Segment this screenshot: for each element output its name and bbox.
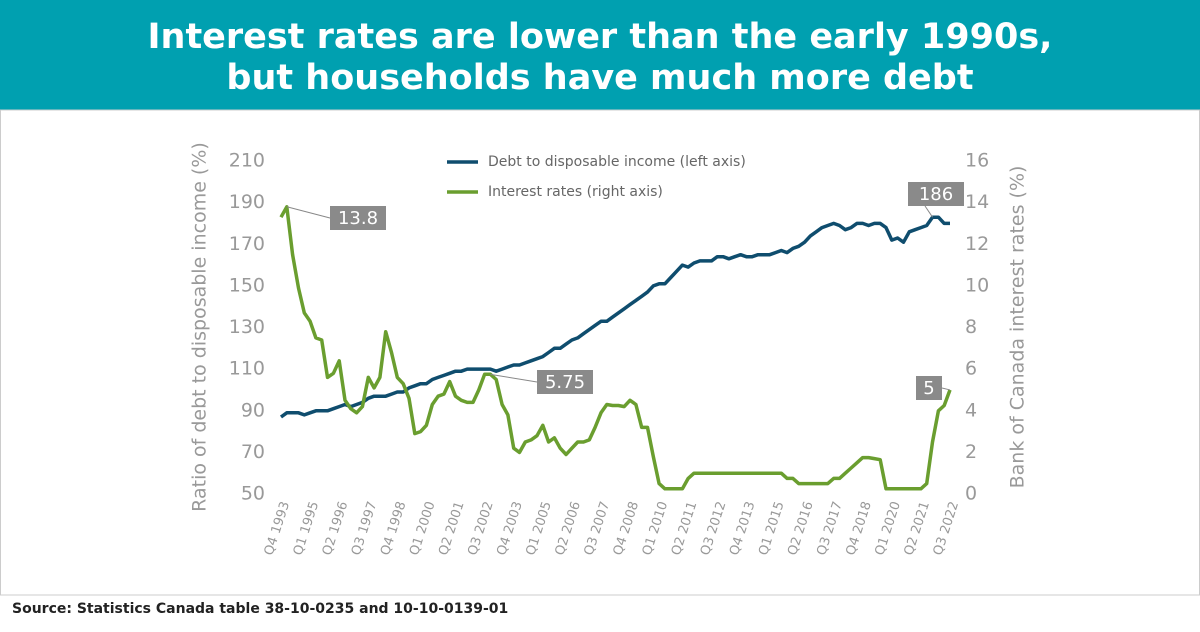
chart-title: but households have much more debt [226, 58, 973, 98]
legend-label: Debt to disposable income (left axis) [488, 154, 746, 170]
x-tick-label: Q1 2015 [756, 500, 787, 558]
y2-tick-label: 16 [965, 150, 989, 172]
x-tick-label: Q2 2011 [669, 500, 700, 558]
y-tick-label: 70 [241, 441, 265, 463]
annotation-connector [941, 387, 951, 391]
y2-tick-label: 14 [965, 191, 989, 213]
annotation-connector [490, 373, 538, 383]
y-tick-label: 190 [229, 191, 265, 213]
x-tick-label: Q1 1995 [291, 500, 322, 558]
y2-tick-label: 2 [965, 441, 977, 463]
y-tick-label: 110 [229, 358, 265, 380]
y-tick-label: 170 [229, 233, 265, 255]
x-tick-label: Q2 2006 [553, 500, 584, 558]
annotation-connector [286, 206, 331, 219]
x-tick-label: Q3 2017 [814, 500, 845, 558]
x-tick-label: Q4 2008 [611, 500, 642, 558]
source: Source: Statistics Canada table 38-10-02… [12, 601, 508, 617]
y2-axis-label: Bank of Canada interest rates (%) [1007, 166, 1029, 489]
x-tick-label: Q2 1996 [320, 500, 351, 558]
y-tick-label: 210 [229, 150, 265, 172]
annotation-text: 13.8 [338, 208, 378, 229]
x-tick-label: Q2 2001 [436, 500, 467, 558]
x-tick-label: Q3 1997 [349, 500, 380, 558]
y2-tick-label: 12 [965, 233, 989, 255]
series-line [279, 215, 950, 419]
x-tick-label: Q1 2020 [872, 500, 903, 558]
series-line [279, 205, 952, 491]
annotation-text: 5.75 [545, 372, 585, 393]
y-tick-label: 50 [241, 483, 265, 505]
annotation-box [537, 370, 593, 394]
x-tick-label: Q2 2021 [902, 500, 933, 558]
x-tick-label: Q3 2002 [465, 500, 496, 558]
x-tick-label: Q4 2018 [843, 500, 874, 558]
x-tick-label: Q4 1993 [262, 500, 293, 558]
annotation-connector [924, 205, 933, 218]
x-tick-label: Q2 2016 [785, 500, 816, 558]
annotation-box [908, 182, 964, 206]
x-tick-label: Q1 2005 [523, 500, 554, 558]
annotation-text: 5 [923, 378, 934, 399]
annotation-box [330, 206, 386, 230]
y-axis-label: Ratio of debt to disposable income (%) [189, 142, 211, 512]
x-tick-label: Q4 2013 [727, 500, 758, 558]
y2-tick-label: 4 [965, 399, 977, 421]
y-tick-label: 90 [241, 399, 265, 421]
y2-tick-label: 8 [965, 316, 977, 338]
x-tick-label: Q1 2000 [407, 500, 438, 558]
y-tick-label: 130 [229, 316, 265, 338]
x-tick-label: Q1 2010 [640, 500, 671, 558]
x-tick-label: Q3 2022 [931, 500, 962, 558]
annotation-text: 186 [919, 184, 953, 205]
y2-tick-label: 0 [965, 483, 977, 505]
x-tick-label: Q4 1998 [378, 500, 409, 558]
y-tick-label: 150 [229, 274, 265, 296]
x-tick-label: Q3 2012 [698, 500, 729, 558]
y2-tick-label: 10 [965, 274, 989, 296]
x-tick-label: Q4 2003 [494, 500, 525, 558]
annotation-box [916, 376, 942, 400]
chart-title: Interest rates are lower than the early … [148, 17, 1053, 57]
y2-tick-label: 6 [965, 358, 977, 380]
x-tick-label: Q3 2007 [582, 500, 613, 558]
legend-label: Interest rates (right axis) [488, 184, 663, 200]
header-band [0, 0, 1200, 110]
